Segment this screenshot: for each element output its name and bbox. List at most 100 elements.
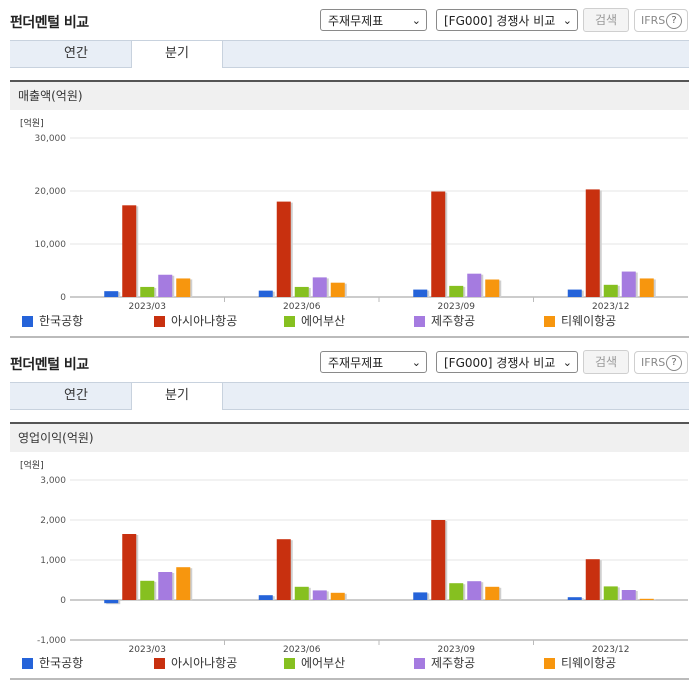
- x-tick-label: 2023/03: [129, 645, 166, 655]
- legend-label: 아시아나항공: [171, 314, 238, 328]
- bar-티웨이항공: [176, 567, 191, 600]
- legend-swatch: [154, 316, 165, 327]
- tab-quarterly[interactable]: 분기: [131, 40, 223, 68]
- bar-티웨이항공: [639, 278, 654, 297]
- chart-legend: 한국공항 아시아나항공 에어부산 제주항공 티웨이항공: [22, 656, 690, 672]
- y-tick-label: 20,000: [35, 187, 67, 197]
- y-tick-label: 1,000: [40, 556, 66, 566]
- y-tick-label: 3,000: [40, 476, 66, 486]
- x-tick-label: 2023/06: [283, 645, 321, 655]
- legend-swatch: [22, 316, 33, 327]
- peer-compare-select[interactable]: [FG000] 경쟁사 비교 ⌄: [436, 351, 578, 373]
- ifrs-help-button[interactable]: IFRS ?: [634, 9, 688, 32]
- bar-에어부산: [294, 286, 309, 297]
- peer-compare-select-value: [FG000] 경쟁사 비교: [444, 356, 556, 370]
- legend-swatch: [544, 316, 555, 327]
- bar-제주항공: [621, 271, 636, 297]
- bar-아시아나항공: [585, 189, 600, 297]
- x-tick-label: 2023/09: [438, 302, 476, 312]
- bar-에어부산: [449, 583, 464, 600]
- legend-label: 제주항공: [431, 656, 476, 670]
- bar-한국공항: [413, 289, 428, 297]
- legend-swatch: [284, 658, 295, 669]
- panel-title: 펀더멘털 비교: [10, 357, 89, 373]
- period-tabs: 연간 분기: [10, 382, 689, 410]
- legend-label: 에어부산: [301, 656, 346, 670]
- bar-티웨이항공: [639, 598, 654, 600]
- panel-title: 펀더멘털 비교: [10, 15, 89, 31]
- bar-아시아나항공: [431, 520, 446, 600]
- bar-한국공항: [567, 597, 582, 600]
- chevron-down-icon: ⌄: [411, 14, 421, 27]
- chart-legend: 한국공항 아시아나항공 에어부산 제주항공 티웨이항공: [22, 314, 690, 330]
- legend-swatch: [414, 658, 425, 669]
- x-tick-label: 2023/03: [129, 302, 166, 312]
- y-tick-label: 10,000: [35, 240, 67, 250]
- bar-에어부산: [140, 286, 155, 297]
- x-tick-label: 2023/09: [438, 645, 476, 655]
- period-tabs: 연간 분기: [10, 40, 689, 68]
- bar-제주항공: [312, 590, 327, 600]
- bar-한국공항: [567, 289, 582, 297]
- legend-label: 아시아나항공: [171, 656, 238, 670]
- search-button[interactable]: 검색: [583, 8, 629, 32]
- legend-label: 제주항공: [431, 314, 476, 328]
- legend-swatch: [284, 316, 295, 327]
- bar-제주항공: [158, 274, 173, 297]
- bar-아시아나항공: [431, 191, 446, 297]
- tab-quarterly[interactable]: 분기: [131, 382, 223, 410]
- bar-제주항공: [158, 572, 173, 600]
- y-tick-label: 2,000: [40, 516, 66, 526]
- bar-에어부산: [140, 580, 155, 600]
- bar-티웨이항공: [330, 282, 345, 297]
- bar-한국공항: [258, 595, 273, 600]
- peer-compare-select[interactable]: [FG000] 경쟁사 비교 ⌄: [436, 9, 578, 31]
- bar-아시아나항공: [276, 539, 291, 600]
- x-tick-label: 2023/12: [592, 302, 629, 312]
- y-tick-label: -1,000: [37, 636, 66, 646]
- legend-swatch: [22, 658, 33, 669]
- ifrs-help-button[interactable]: IFRS ?: [634, 351, 688, 374]
- section-header: 매출액(억원): [10, 80, 689, 110]
- bar-아시아나항공: [122, 534, 137, 600]
- y-tick-label: 30,000: [35, 134, 67, 144]
- chevron-down-icon: ⌄: [562, 356, 572, 369]
- chevron-down-icon: ⌄: [562, 14, 572, 27]
- statement-select-value: 주재무제표: [328, 356, 384, 370]
- legend-swatch: [544, 658, 555, 669]
- bar-제주항공: [312, 277, 327, 297]
- section-header: 영업이익(억원): [10, 422, 689, 452]
- chevron-down-icon: ⌄: [411, 356, 421, 369]
- legend-label: 티웨이항공: [561, 656, 617, 670]
- bar-아시아나항공: [276, 201, 291, 297]
- bar-티웨이항공: [330, 592, 345, 600]
- bar-한국공항: [104, 291, 119, 297]
- bar-한국공항: [258, 290, 273, 297]
- search-button[interactable]: 검색: [583, 350, 629, 374]
- legend-swatch: [414, 316, 425, 327]
- bar-제주항공: [621, 590, 636, 600]
- statement-select[interactable]: 주재무제표 ⌄: [320, 9, 427, 31]
- legend-label: 한국공항: [39, 656, 84, 670]
- bar-티웨이항공: [176, 278, 191, 297]
- unit-label: [억원]: [20, 117, 44, 129]
- peer-compare-select-value: [FG000] 경쟁사 비교: [444, 14, 556, 28]
- bar-아시아나항공: [122, 205, 137, 297]
- operating-income-bar-chart: [억원] -1,000 0 1,000 2,000 3,000 2023/03 2023/06…: [20, 459, 688, 655]
- divider: [10, 336, 689, 338]
- ifrs-label: IFRS: [641, 14, 666, 27]
- legend-label: 한국공항: [39, 314, 84, 328]
- bar-에어부산: [449, 285, 464, 297]
- x-tick-label: 2023/06: [283, 302, 321, 312]
- bar-제주항공: [467, 273, 482, 297]
- bar-티웨이항공: [485, 586, 500, 600]
- statement-select[interactable]: 주재무제표 ⌄: [320, 351, 427, 373]
- y-tick-label: 0: [60, 293, 66, 303]
- bar-아시아나항공: [585, 559, 600, 600]
- legend-label: 티웨이항공: [561, 314, 617, 328]
- tab-annual[interactable]: 연간: [64, 46, 88, 61]
- bar-shadow: [641, 599, 656, 601]
- bar-에어부산: [603, 586, 618, 600]
- bar-에어부산: [603, 284, 618, 297]
- tab-annual[interactable]: 연간: [64, 388, 88, 403]
